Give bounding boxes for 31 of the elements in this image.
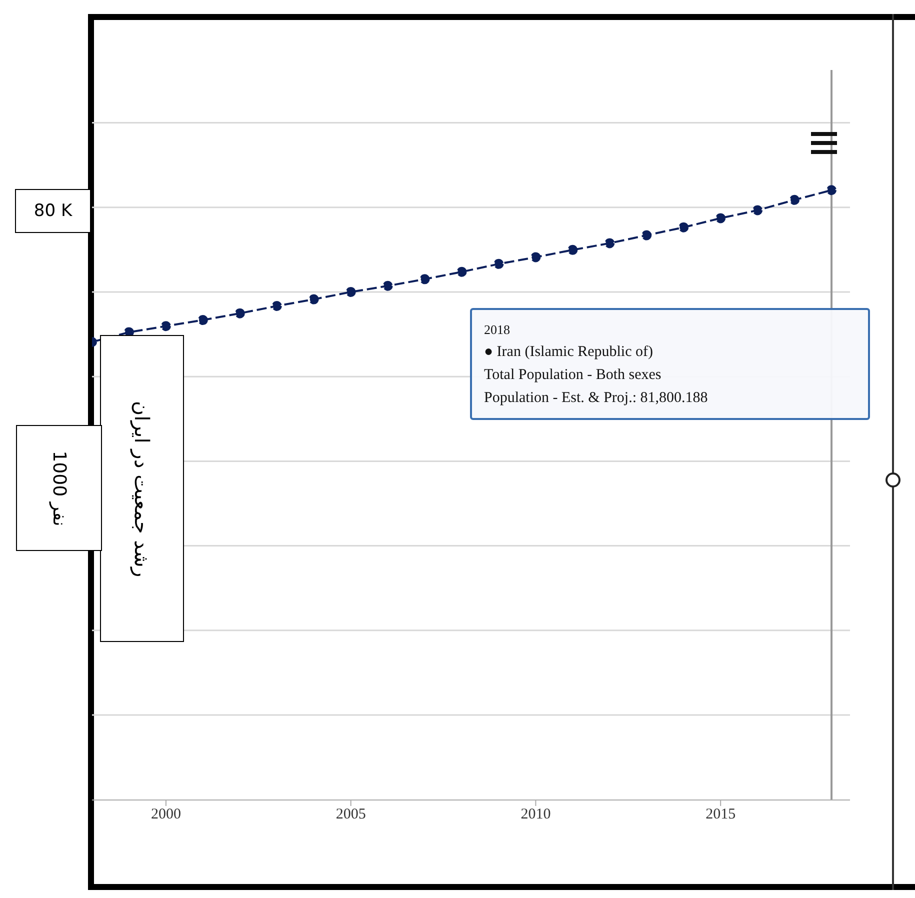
point — [272, 301, 282, 312]
x-tick-label: 2000 — [150, 806, 181, 823]
point — [752, 205, 763, 216]
point — [826, 185, 837, 196]
x-tick-label: 2010 — [520, 806, 551, 823]
y-axis-title: رشد جمعیت در ایران — [130, 400, 154, 577]
point — [530, 252, 541, 262]
x-tick-label: 2005 — [336, 806, 366, 823]
x-tick-label: 2015 — [706, 806, 736, 823]
point — [494, 258, 504, 269]
annotation: Total Population - Both sexes — [484, 366, 662, 385]
point — [160, 321, 171, 332]
point — [308, 294, 319, 304]
point — [790, 194, 800, 205]
label-box: 80 K — [15, 189, 91, 233]
point — [234, 308, 245, 318]
point — [198, 315, 208, 326]
point — [456, 266, 467, 277]
point — [716, 213, 726, 224]
label-box: رشد جمعیت در ایران — [100, 335, 184, 642]
point — [604, 238, 615, 248]
annotation: Population - Est. & Proj.: 81,800.188 — [484, 389, 708, 408]
point — [568, 244, 578, 255]
point — [420, 274, 430, 284]
point — [382, 280, 393, 291]
annotation: 2018 — [484, 321, 510, 339]
label-box: 1000 نفر — [16, 425, 102, 551]
point — [346, 286, 356, 297]
point — [642, 230, 652, 240]
annotation: ● Iran (Islamic Republic of) — [484, 343, 653, 362]
point — [678, 222, 689, 232]
